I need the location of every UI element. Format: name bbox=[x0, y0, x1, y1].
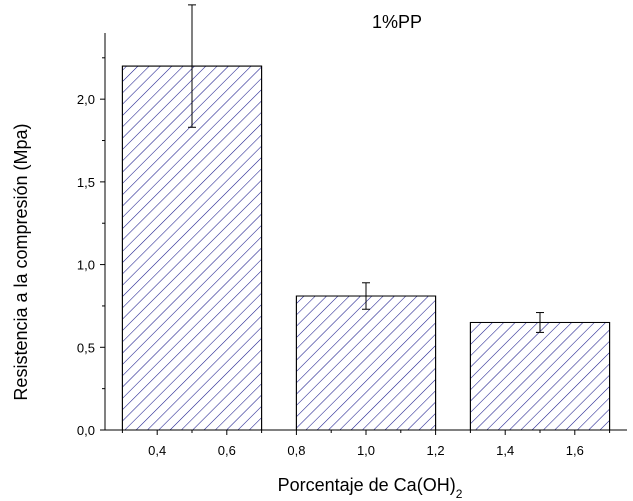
bar bbox=[295, 295, 437, 431]
x-tick-label: 1,0 bbox=[357, 443, 375, 458]
y-tick-label: 0,0 bbox=[77, 423, 95, 438]
chart-title: 1%PP bbox=[372, 12, 422, 32]
x-axis-title-subscript: 2 bbox=[456, 487, 463, 501]
y-tick-label: 1,0 bbox=[77, 258, 95, 273]
x-axis-title-text: Porcentaje de Ca(OH) bbox=[278, 475, 456, 495]
x-tick-label: 0,4 bbox=[148, 443, 166, 458]
y-tick-label: 2,0 bbox=[77, 92, 95, 107]
y-tick-label: 0,5 bbox=[77, 340, 95, 355]
x-tick-label: 0,6 bbox=[218, 443, 236, 458]
bar bbox=[469, 321, 611, 431]
x-tick-label: 1,4 bbox=[496, 443, 514, 458]
x-tick-label: 0,8 bbox=[287, 443, 305, 458]
x-axis-title: Porcentaje de Ca(OH)2 bbox=[278, 475, 463, 501]
x-tick-label: 1,2 bbox=[427, 443, 445, 458]
plot-area: 0,0 0,5 1,0 1,5 2,0 0,4 0,6 0,8 1,0 1,2 1,4 1,6 bbox=[77, 4, 627, 458]
x-tick-label: 1,6 bbox=[566, 443, 584, 458]
y-axis-title: Resistencia a la compresión (Mpa) bbox=[11, 123, 31, 400]
y-tick-label: 1,5 bbox=[77, 175, 95, 190]
